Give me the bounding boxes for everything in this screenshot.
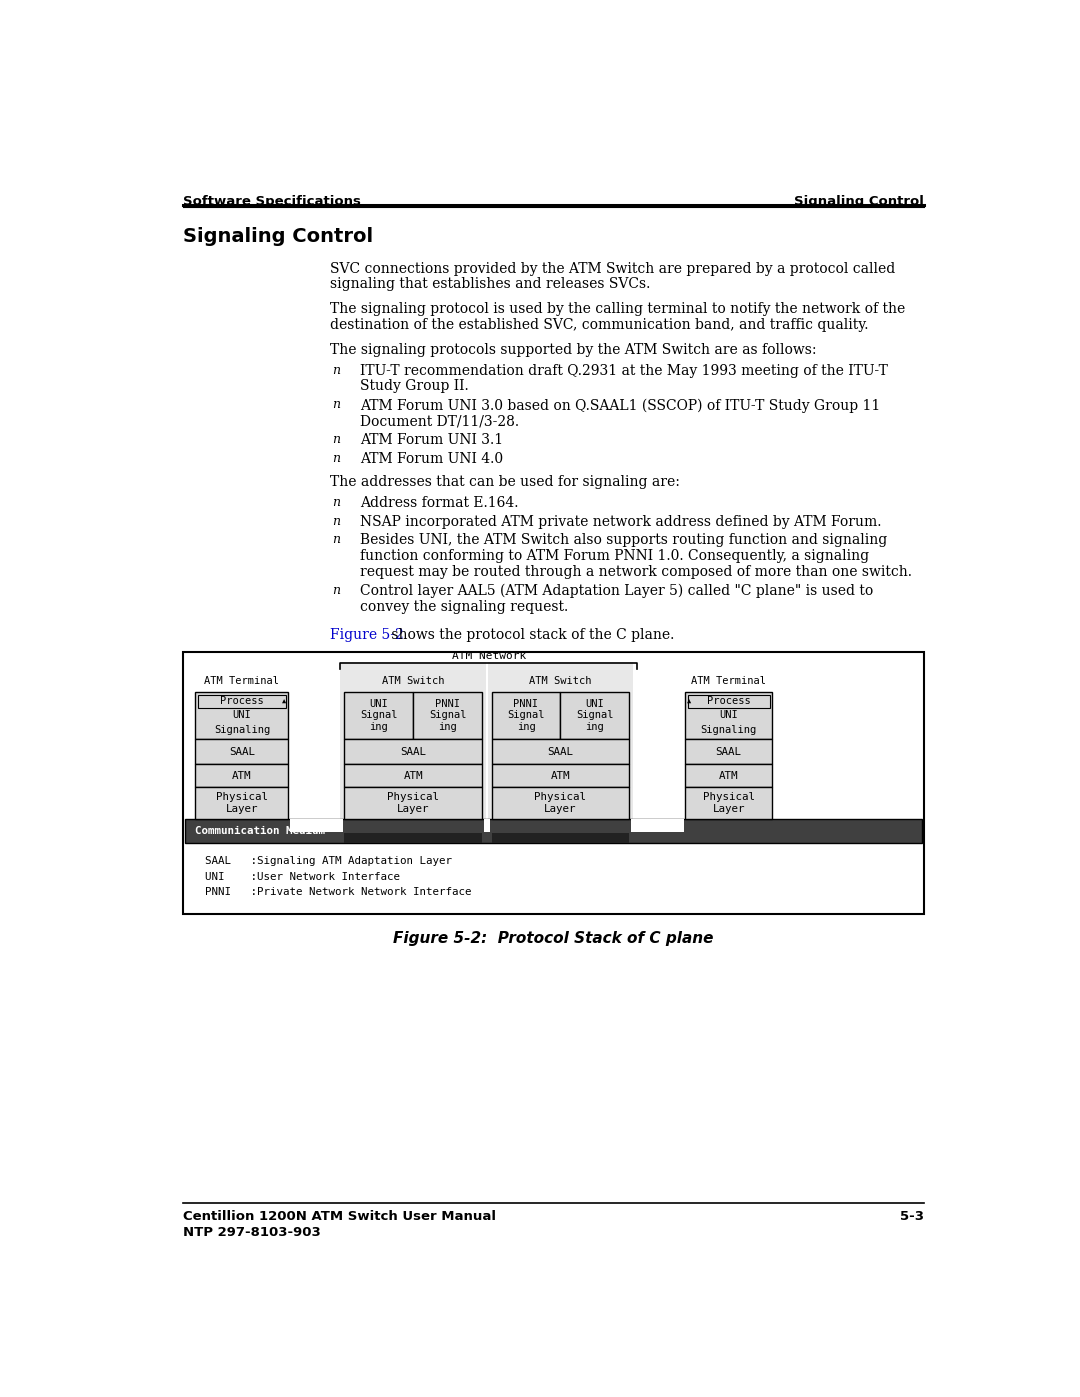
Bar bbox=[195, 739, 288, 764]
Text: Study Group II.: Study Group II. bbox=[360, 380, 469, 394]
Text: SAAL: SAAL bbox=[716, 746, 742, 757]
Text: PNNI
Signal
ing: PNNI Signal ing bbox=[429, 698, 467, 732]
Text: ATM: ATM bbox=[551, 771, 570, 781]
Bar bbox=[688, 694, 770, 708]
Bar bbox=[491, 692, 561, 739]
Text: ITU-T recommendation draft Q.2931 at the May 1993 meeting of the ITU-T: ITU-T recommendation draft Q.2931 at the… bbox=[360, 363, 888, 377]
Text: Signaling Control: Signaling Control bbox=[794, 194, 924, 208]
Text: Physical
Layer: Physical Layer bbox=[535, 792, 586, 814]
Text: Signaling Control: Signaling Control bbox=[183, 226, 374, 246]
Text: The signaling protocol is used by the calling terminal to notify the network of : The signaling protocol is used by the ca… bbox=[330, 302, 905, 316]
Bar bbox=[491, 764, 630, 787]
Bar bbox=[345, 739, 482, 764]
Bar bbox=[491, 833, 630, 842]
Bar bbox=[291, 820, 342, 833]
Text: Figure 5-2: Figure 5-2 bbox=[330, 627, 404, 641]
Text: n: n bbox=[332, 514, 340, 528]
Bar bbox=[491, 739, 630, 764]
Bar bbox=[488, 662, 633, 820]
Text: Control layer AAL5 (ATM Adaptation Layer 5) called "C plane" is used to: Control layer AAL5 (ATM Adaptation Layer… bbox=[360, 584, 873, 598]
Bar bbox=[198, 694, 286, 708]
Text: ▲: ▲ bbox=[687, 698, 691, 704]
Text: NTP 297-8103-903: NTP 297-8103-903 bbox=[183, 1227, 321, 1239]
Text: n: n bbox=[332, 534, 340, 546]
Text: Document DT/11/3-28.: Document DT/11/3-28. bbox=[360, 414, 518, 427]
Text: request may be routed through a network composed of more than one switch.: request may be routed through a network … bbox=[360, 564, 912, 578]
Text: Centillion 1200N ATM Switch User Manual: Centillion 1200N ATM Switch User Manual bbox=[183, 1210, 496, 1224]
Text: ATM Switch: ATM Switch bbox=[382, 676, 445, 686]
Bar bbox=[345, 833, 482, 842]
Text: The addresses that can be used for signaling are:: The addresses that can be used for signa… bbox=[330, 475, 680, 489]
Text: n: n bbox=[332, 363, 340, 377]
Text: UNI: UNI bbox=[232, 710, 252, 719]
Text: Besides UNI, the ATM Switch also supports routing function and signaling: Besides UNI, the ATM Switch also support… bbox=[360, 534, 887, 548]
Text: SAAL: SAAL bbox=[401, 746, 427, 757]
Text: Communication Medium: Communication Medium bbox=[194, 826, 325, 835]
Bar bbox=[183, 652, 924, 914]
Text: convey the signaling request.: convey the signaling request. bbox=[360, 599, 568, 613]
Bar bbox=[631, 820, 684, 833]
Bar bbox=[345, 692, 414, 739]
Bar bbox=[561, 692, 630, 739]
Text: n: n bbox=[332, 496, 340, 509]
Text: Process: Process bbox=[220, 697, 264, 707]
Text: UNI    :User Network Interface: UNI :User Network Interface bbox=[205, 872, 400, 882]
Text: ATM: ATM bbox=[719, 771, 739, 781]
Text: function conforming to ATM Forum PNNI 1.0. Consequently, a signaling: function conforming to ATM Forum PNNI 1.… bbox=[360, 549, 869, 563]
Text: UNI: UNI bbox=[719, 710, 738, 719]
Text: n: n bbox=[332, 398, 340, 411]
Text: Software Specifications: Software Specifications bbox=[183, 194, 361, 208]
Text: SAAL: SAAL bbox=[229, 746, 255, 757]
Bar bbox=[195, 787, 288, 820]
Bar bbox=[345, 787, 482, 820]
Text: SAAL: SAAL bbox=[548, 746, 573, 757]
Bar bbox=[345, 764, 482, 787]
Text: UNI
Signal
ing: UNI Signal ing bbox=[360, 698, 397, 732]
Text: ATM Forum UNI 3.1: ATM Forum UNI 3.1 bbox=[360, 433, 503, 447]
Text: The signaling protocols supported by the ATM Switch are as follows:: The signaling protocols supported by the… bbox=[330, 344, 816, 358]
Text: n: n bbox=[332, 433, 340, 446]
Bar bbox=[185, 820, 922, 842]
Text: Process: Process bbox=[706, 697, 751, 707]
Bar bbox=[414, 692, 482, 739]
Text: ATM: ATM bbox=[404, 771, 423, 781]
Text: SAAL   :Signaling ATM Adaptation Layer: SAAL :Signaling ATM Adaptation Layer bbox=[205, 856, 451, 866]
Bar bbox=[685, 739, 772, 764]
Text: Physical
Layer: Physical Layer bbox=[703, 792, 755, 814]
Bar bbox=[685, 764, 772, 787]
Text: ATM Forum UNI 3.0 based on Q.SAAL1 (SSCOP) of ITU-T Study Group 11: ATM Forum UNI 3.0 based on Q.SAAL1 (SSCO… bbox=[360, 398, 880, 412]
Text: PNNI   :Private Network Network Interface: PNNI :Private Network Network Interface bbox=[205, 887, 471, 897]
Text: Physical
Layer: Physical Layer bbox=[216, 792, 268, 814]
Text: ATM Network: ATM Network bbox=[451, 651, 526, 661]
Text: ▲: ▲ bbox=[283, 698, 286, 704]
Text: signaling that establishes and releases SVCs.: signaling that establishes and releases … bbox=[330, 278, 650, 292]
Text: n: n bbox=[332, 451, 340, 465]
Text: SVC connections provided by the ATM Switch are prepared by a protocol called: SVC connections provided by the ATM Swit… bbox=[330, 261, 895, 275]
Text: Address format E.164.: Address format E.164. bbox=[360, 496, 518, 510]
Text: destination of the established SVC, communication band, and traffic quality.: destination of the established SVC, comm… bbox=[330, 319, 868, 332]
Text: ATM Switch: ATM Switch bbox=[529, 676, 592, 686]
Text: Figure 5-2:  Protocol Stack of C plane: Figure 5-2: Protocol Stack of C plane bbox=[393, 930, 714, 946]
Text: NSAP incorporated ATM private network address defined by ATM Forum.: NSAP incorporated ATM private network ad… bbox=[360, 514, 881, 528]
Bar bbox=[195, 692, 288, 739]
Bar bbox=[685, 787, 772, 820]
Text: Signaling: Signaling bbox=[701, 725, 757, 735]
Bar bbox=[484, 820, 490, 833]
Bar bbox=[195, 764, 288, 787]
Text: UNI
Signal
ing: UNI Signal ing bbox=[577, 698, 613, 732]
Text: ATM Terminal: ATM Terminal bbox=[691, 676, 766, 686]
Text: PNNI
Signal
ing: PNNI Signal ing bbox=[508, 698, 544, 732]
Bar bbox=[685, 692, 772, 739]
Text: ATM: ATM bbox=[232, 771, 252, 781]
Text: 5-3: 5-3 bbox=[900, 1210, 924, 1224]
Bar bbox=[491, 787, 630, 820]
Text: ATM Forum UNI 4.0: ATM Forum UNI 4.0 bbox=[360, 451, 503, 465]
Text: ATM Terminal: ATM Terminal bbox=[204, 676, 280, 686]
Text: n: n bbox=[332, 584, 340, 597]
Text: Signaling: Signaling bbox=[214, 725, 270, 735]
Bar bbox=[340, 662, 486, 820]
Text: shows the protocol stack of the C plane.: shows the protocol stack of the C plane. bbox=[387, 627, 674, 641]
Text: Physical
Layer: Physical Layer bbox=[388, 792, 440, 814]
